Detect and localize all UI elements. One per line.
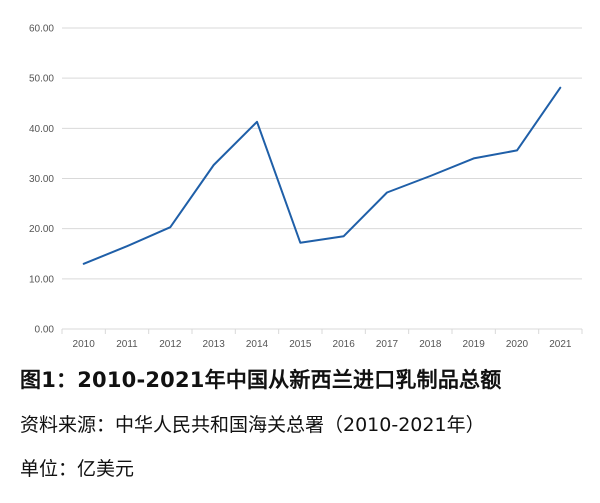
y-axis-tick-labels: 0.00 10.00 20.00 30.00 40.00 50.00 60.00 [29, 24, 54, 336]
x-tick-label: 2013 [203, 339, 226, 350]
data-source: 资料来源：中华人民共和国海关总署（2010-2021年） [20, 414, 485, 436]
grid-lines [61, 27, 583, 334]
y-tick-label: 60.00 [29, 24, 54, 35]
y-tick-label: 0.00 [35, 325, 55, 336]
x-tick-label: 2011 [116, 339, 138, 350]
x-tick-label: 2020 [506, 339, 529, 350]
unit-label: 单位：亿美元 [20, 458, 135, 480]
x-tick-label: 2010 [73, 339, 96, 350]
figure-title: 图1：2010-2021年中国从新西兰进口乳制品总额 [20, 368, 502, 392]
x-tick-label: 2019 [463, 339, 486, 350]
x-tick-label: 2014 [246, 339, 269, 350]
y-tick-label: 20.00 [29, 224, 54, 235]
x-axis-tick-labels: 2010 2011 2012 2013 2014 2015 2016 2017 2018 2019… [73, 339, 572, 350]
x-tick-label: 2016 [333, 339, 356, 350]
y-tick-label: 10.00 [29, 274, 54, 285]
y-tick-label: 40.00 [29, 124, 54, 135]
y-tick-label: 30.00 [29, 174, 54, 185]
series-layer [82, 86, 562, 265]
y-tick-label: 50.00 [29, 74, 54, 85]
x-tick-label: 2017 [376, 339, 399, 350]
x-tick-label: 2012 [159, 339, 182, 350]
x-tick-label: 2018 [419, 339, 442, 350]
x-tick-label: 2015 [289, 339, 312, 350]
x-tick-label: 2021 [549, 339, 572, 350]
series-line-0 [82, 86, 562, 265]
